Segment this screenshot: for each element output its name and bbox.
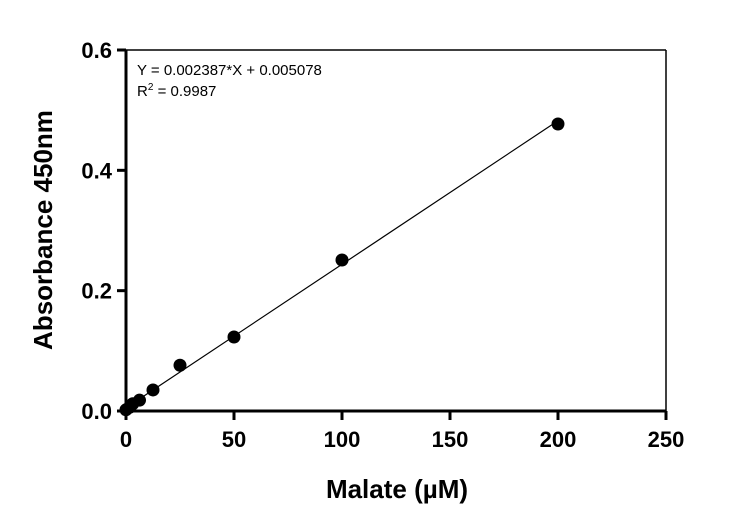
x-tick-label: 50 (222, 427, 246, 452)
y-tick-label: 0.6 (81, 38, 112, 63)
data-point (173, 358, 187, 372)
data-point (146, 383, 160, 397)
r-squared-superscript: 2 (148, 82, 154, 93)
y-tick-label: 0.2 (81, 279, 112, 304)
data-point (551, 117, 565, 131)
fit-equation: Y = 0.002387*X + 0.005078 (137, 62, 322, 79)
x-tick-label: 150 (432, 427, 469, 452)
data-point (335, 253, 349, 267)
r-squared: R2 = 0.9987 (137, 82, 216, 100)
data-point (133, 393, 146, 407)
plot-frame (126, 49, 667, 411)
y-axis-title: Absorbance 450nm (28, 110, 58, 350)
x-tick-label: 200 (540, 427, 577, 452)
x-tick-label: 250 (648, 427, 685, 452)
x-tick-label: 100 (324, 427, 361, 452)
y-tick-label: 0.4 (81, 158, 112, 183)
x-tick-label: 0 (120, 427, 132, 452)
data-point (227, 330, 241, 344)
x-axis-title: Malate (µM) (326, 474, 468, 504)
y-tick-label: 0.0 (81, 399, 112, 424)
r-squared-value: = 0.9987 (153, 83, 216, 100)
y-axis: 0.0 0.2 0.4 0.6 (81, 38, 128, 424)
x-axis: 0 50 100 150 200 250 (120, 409, 685, 452)
data-points (119, 117, 565, 417)
r-squared-prefix: R (137, 83, 148, 100)
